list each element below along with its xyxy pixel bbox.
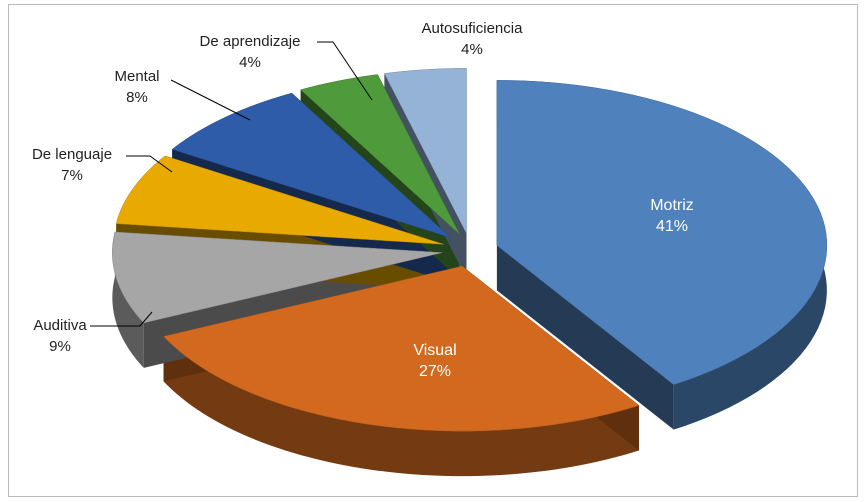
slice [115,155,444,245]
slice-cut [496,245,674,430]
slice-label: Autosuficiencia [422,20,524,37]
slice-value-label: 9% [49,338,71,355]
slice-label: Auditiva [33,317,87,334]
slice [112,231,443,324]
leader-line [90,311,153,327]
slice-value-label: 7% [61,167,83,184]
slice-value-label: 41% [656,218,688,235]
slice-value-label: 27% [419,363,451,380]
slice-value-label: 4% [239,54,261,71]
slice-label: Visual [413,342,456,359]
slice [384,68,467,234]
leader-line [126,155,173,173]
slice [300,74,460,235]
slice [171,92,452,238]
slice-side [163,336,640,477]
slice-label: De lenguaje [32,146,112,163]
slice-label: Motriz [650,197,694,214]
slice [496,80,828,385]
leader-line [317,41,373,101]
slice-label: De aprendizaje [200,33,301,50]
leader-line [170,79,251,121]
slice-label: Mental [114,68,159,85]
slice-value-label: 8% [126,89,148,106]
slice-side [112,231,144,368]
slice [163,265,640,432]
slice-value-label: 4% [461,41,483,58]
